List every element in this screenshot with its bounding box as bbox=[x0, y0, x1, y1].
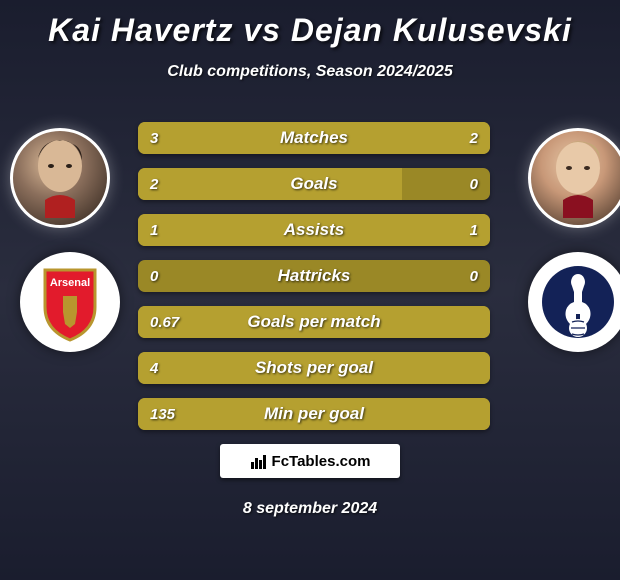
stat-label: Shots per goal bbox=[138, 352, 490, 384]
comparison-bars: 32Matches 20Goals 11Assists 00Hattricks 0.67… bbox=[138, 122, 490, 444]
stat-label: Goals per match bbox=[138, 306, 490, 338]
stat-label: Goals bbox=[138, 168, 490, 200]
stat-label: Hattricks bbox=[138, 260, 490, 292]
stat-row: 0.67Goals per match bbox=[138, 306, 490, 338]
stat-row: 00Hattricks bbox=[138, 260, 490, 292]
player-right-avatar bbox=[528, 128, 620, 228]
player-right-face-icon bbox=[543, 138, 613, 218]
stat-label: Assists bbox=[138, 214, 490, 246]
player-left-avatar bbox=[10, 128, 110, 228]
club-left-badge: Arsenal bbox=[20, 252, 120, 352]
arsenal-crest-icon: Arsenal bbox=[35, 262, 105, 342]
stat-label: Matches bbox=[138, 122, 490, 154]
svg-text:Arsenal: Arsenal bbox=[50, 277, 90, 289]
subtitle: Club competitions, Season 2024/2025 bbox=[0, 63, 620, 81]
brand-text: FcTables.com bbox=[272, 453, 371, 470]
stat-row: 20Goals bbox=[138, 168, 490, 200]
club-right-badge bbox=[528, 252, 620, 352]
stat-row: 135Min per goal bbox=[138, 398, 490, 430]
player-left-face-icon bbox=[25, 138, 95, 218]
stat-row: 4Shots per goal bbox=[138, 352, 490, 384]
stat-label: Min per goal bbox=[138, 398, 490, 430]
chart-icon bbox=[250, 452, 268, 470]
stat-row: 32Matches bbox=[138, 122, 490, 154]
tottenham-crest-icon bbox=[538, 262, 618, 342]
stat-row: 11Assists bbox=[138, 214, 490, 246]
brand-badge: FcTables.com bbox=[220, 444, 400, 478]
page-title: Kai Havertz vs Dejan Kulusevski bbox=[0, 0, 620, 49]
date-text: 8 september 2024 bbox=[243, 500, 377, 518]
